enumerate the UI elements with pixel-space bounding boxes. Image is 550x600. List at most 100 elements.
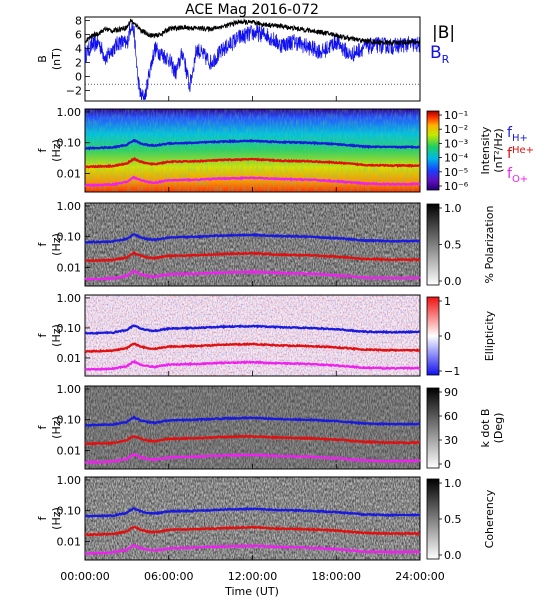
- b-y-tick-label: 4: [75, 43, 82, 56]
- colorbar-tick-label: 1: [444, 295, 451, 308]
- b-y-tick-label: −2: [66, 85, 82, 98]
- colorbar-tick-label: 0.0: [444, 275, 462, 288]
- colorbar-label: Ellipticity: [483, 310, 496, 361]
- polarization-colorbar: [426, 203, 440, 286]
- gyro-line-f_Oplus-panel-coherency: [84, 543, 421, 555]
- gyro-line-f_Oplus-panel-kdotb: [84, 452, 421, 465]
- ellipticity-colorbar: [426, 296, 440, 376]
- y-tick-label: 0.01: [57, 352, 82, 365]
- y-axis-label-line2: (Hz): [50, 233, 63, 256]
- kdotb-colorbar: [426, 387, 440, 469]
- coherency-colorbar: [426, 478, 440, 560]
- b-y-tick-label: 0: [75, 71, 82, 84]
- b-y-tick-label: 6: [75, 29, 82, 42]
- legend-f-hplus: fH+: [507, 125, 528, 144]
- y-tick-label: 0.10: [57, 322, 82, 335]
- y-tick-label: 0.10: [57, 505, 82, 518]
- y-axis-label-line1: f: [36, 424, 49, 429]
- kdotb-texture: [85, 386, 420, 469]
- colorbar-tick-label: 10⁻⁵: [444, 166, 468, 179]
- gyro-line-f_Hplus-panel-ellipticity: [85, 324, 421, 335]
- b-y-tick-label: 2: [75, 57, 82, 70]
- colorbar-tick-label: 0.5: [444, 239, 462, 252]
- gyro-line-f_Oplus-panel-ellipticity: [84, 359, 421, 371]
- x-tick-label: 24:00:00: [395, 570, 444, 583]
- x-tick-label: 00:00:00: [60, 570, 109, 583]
- y-tick-label: 0.10: [57, 231, 82, 244]
- legend-b-r: BR: [430, 43, 450, 66]
- gyro-line-f_Oplus-panel-polarization: [84, 269, 421, 282]
- gyro-line-f_Heplus-panel-ellipticity: [84, 342, 421, 353]
- legend-f-heplus: fHe+: [507, 145, 534, 162]
- colorbar-tick-label: 0: [444, 458, 451, 471]
- b-y-tick-label: 8: [75, 15, 82, 28]
- colorbar-tick-label: −1: [444, 365, 460, 378]
- panel-coherency: [84, 476, 440, 561]
- gyro-line-f_Hplus-panel-polarization: [84, 232, 421, 245]
- y-tick-label: 0.01: [57, 261, 82, 274]
- x-tick-label: 06:00:00: [144, 570, 193, 583]
- y-axis-label-line2: (Hz): [50, 324, 63, 347]
- y-axis-label-line1: f: [36, 241, 49, 246]
- y-axis-label-line1: f: [36, 332, 49, 337]
- x-tick-label: 12:00:00: [228, 570, 277, 583]
- colorbar-tick-label: 10⁻³: [444, 137, 468, 150]
- intensity-colorbar: [426, 110, 440, 191]
- coherency-texture: [85, 477, 420, 560]
- gyro-line-f_Oplus-panel-intensity: [84, 175, 421, 188]
- y-tick-label: 1.00: [57, 383, 82, 396]
- y-tick-label: 0.01: [57, 535, 82, 548]
- gyro-line-f_Hplus-panel-intensity: [85, 138, 421, 151]
- colorbar-tick-label: 1.0: [444, 202, 462, 215]
- y-tick-label: 1.00: [57, 200, 82, 213]
- x-axis-ticks: 00:00:00 06:00:00 12:00:00 18:00:00 24:00:00: [60, 96, 445, 583]
- colorbar-tick-label: 30: [444, 434, 458, 447]
- y-axis-label-line1: f: [36, 147, 49, 152]
- gyro-line-f_Heplus-panel-kdotb: [84, 434, 421, 446]
- colorbar-tick-label: 1.0: [444, 477, 462, 490]
- gyro-line-f_Heplus-panel-polarization: [84, 250, 421, 263]
- b-ylabel-line1: B: [36, 55, 49, 63]
- y-axis-label-line1: f: [36, 515, 49, 520]
- b-series-group: [84, 18, 421, 101]
- panel-intensity: [84, 108, 440, 193]
- colorbar-tick-label: 10⁻⁴: [444, 152, 469, 165]
- y-tick-label: 1.00: [57, 474, 82, 487]
- y-tick-label: 1.00: [57, 292, 82, 305]
- colorbar-label: % Polarization: [483, 206, 496, 284]
- colorbar-tick-label: 90: [444, 386, 458, 399]
- x-tick-label: 18:00:00: [312, 570, 361, 583]
- colorbar-tick-label: 10⁻⁶: [444, 180, 469, 193]
- gyro-line-f_Heplus-panel-coherency: [85, 525, 421, 537]
- y-axis-label-line2: (Hz): [50, 139, 63, 162]
- gyro-line-f_Heplus-panel-intensity: [84, 156, 421, 169]
- y-axis-label-line2: (Hz): [50, 507, 63, 530]
- dynamic-layer: 1.000.100.01f (Hz)10⁻¹10⁻²10⁻³10⁻⁴10⁻⁵10⁻…: [36, 106, 505, 562]
- y-tick-label: 0.10: [57, 414, 82, 427]
- gyro-legend: fH+ fHe+ fO+: [507, 125, 534, 185]
- y-axis-label-line2: (Hz): [50, 416, 63, 439]
- colorbar-label-line2: (Deg): [492, 413, 505, 444]
- colorbar-label-line1: Intensity: [479, 126, 492, 174]
- series-line-b-total: [84, 18, 421, 47]
- y-tick-label: 0.01: [57, 444, 82, 457]
- colorbar-tick-label: 10⁻²: [444, 123, 468, 136]
- colorbar-tick-label: 0.5: [444, 513, 462, 526]
- y-tick-label: 0.01: [57, 167, 82, 180]
- gyro-line-f_Hplus-panel-coherency: [84, 506, 421, 518]
- colorbar-label-line2: (nT²/Hz): [492, 128, 505, 172]
- colorbar-tick-label: 10⁻¹: [444, 109, 468, 122]
- ellipticity-texture-red: [85, 295, 420, 376]
- y-tick-label: 1.00: [57, 106, 82, 119]
- colorbar-tick-label: 0: [444, 330, 451, 343]
- colorbar-label: Coherency: [483, 489, 496, 548]
- colorbar-label-line1: k dot B: [479, 409, 492, 448]
- legend-b-total: |B|: [432, 23, 455, 43]
- colorbar-tick-label: 0.0: [444, 549, 462, 562]
- b-ylabel-line2: (nT): [50, 48, 63, 70]
- gyro-line-f_Hplus-panel-kdotb: [84, 415, 421, 427]
- legend-f-oplus: fO+: [507, 166, 528, 185]
